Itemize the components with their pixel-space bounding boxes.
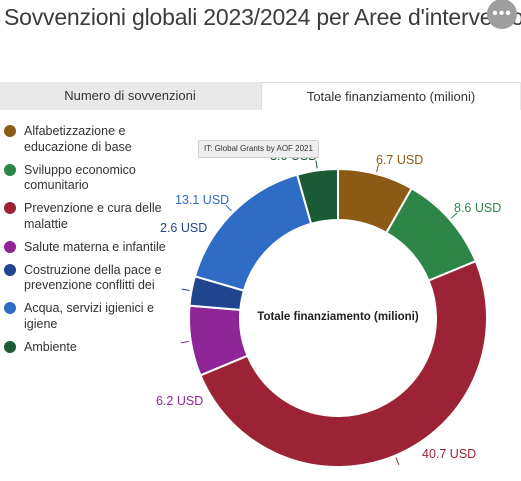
legend-label: Alfabetizzazione e educazione di base bbox=[24, 124, 132, 154]
leader-line-water-sanitation bbox=[225, 204, 232, 212]
legend-dot bbox=[4, 240, 16, 253]
leader-line-maternal-health bbox=[180, 340, 189, 344]
donut-slice-environment[interactable] bbox=[295, 167, 339, 225]
legend-label: Prevenzione e cura delle malattie bbox=[24, 201, 162, 231]
legend-item-environment[interactable]: Ambiente bbox=[4, 340, 184, 356]
legend-item-literacy[interactable]: Alfabetizzazione e educazione di base bbox=[4, 124, 184, 155]
chart-legend: Alfabetizzazione e educazione di base Sv… bbox=[4, 124, 184, 363]
legend-dot bbox=[4, 263, 16, 276]
donut-center-label: Totale finanziamento (milioni) bbox=[257, 311, 419, 323]
legend-label: Sviluppo economico comunitario bbox=[24, 162, 136, 193]
more-options-button[interactable]: ••• bbox=[487, 0, 517, 29]
legend-dot bbox=[4, 302, 16, 314]
donut-slice-disease-prevention[interactable] bbox=[199, 259, 488, 468]
chart-tabs: Numero di sovvenzioni Totale finanziamen… bbox=[0, 82, 521, 110]
page-title: Sovvenzioni globali 2023/2024 per Aree d… bbox=[4, 4, 521, 30]
data-label-maternal-health: 6.2 USD bbox=[156, 394, 203, 408]
leader-line-economic-development bbox=[450, 212, 458, 219]
data-label-water-sanitation: 13.1 USD bbox=[175, 193, 229, 207]
data-label-literacy: 6.7 USD bbox=[376, 153, 423, 167]
leader-line-disease-prevention bbox=[395, 457, 400, 466]
legend-label: Acqua, servizi igienici e igiene bbox=[24, 301, 154, 331]
legend-dot bbox=[4, 340, 16, 353]
legend-label: Ambiente bbox=[24, 339, 77, 354]
legend-dot bbox=[4, 125, 16, 137]
data-label-economic-development: 8.6 USD bbox=[454, 201, 501, 215]
ellipsis-icon: ••• bbox=[492, 5, 512, 22]
legend-item-disease-prevention[interactable]: Prevenzione e cura delle malattie bbox=[4, 201, 184, 232]
legend-item-maternal-health[interactable]: Salute materna e infantile bbox=[4, 240, 184, 256]
legend-label: Salute materna e infantile bbox=[24, 239, 166, 254]
legend-item-water-sanitation[interactable]: Acqua, servizi igienici e igiene bbox=[4, 301, 184, 332]
legend-dot bbox=[4, 163, 16, 176]
legend-item-economic-development[interactable]: Sviluppo economico comunitario bbox=[4, 163, 184, 194]
chart-tooltip: IT: Global Grants by AOF 2021 bbox=[198, 140, 319, 158]
legend-label: Costruzione della pace e prevenzione con… bbox=[24, 262, 162, 293]
leader-line-environment bbox=[315, 160, 318, 169]
tab-number-of-grants[interactable]: Numero di sovvenzioni bbox=[64, 88, 196, 103]
data-label-disease-prevention: 40.7 USD bbox=[422, 447, 476, 461]
legend-dot bbox=[4, 202, 16, 214]
leader-line-peacebuilding bbox=[181, 288, 190, 291]
data-label-peacebuilding: 2.6 USD bbox=[160, 221, 207, 235]
tab-total-funding[interactable]: Totale finanziamento (milioni) bbox=[261, 82, 520, 110]
legend-item-peacebuilding[interactable]: Costruzione della pace e prevenzione con… bbox=[4, 263, 184, 294]
leader-line-literacy bbox=[376, 164, 380, 173]
